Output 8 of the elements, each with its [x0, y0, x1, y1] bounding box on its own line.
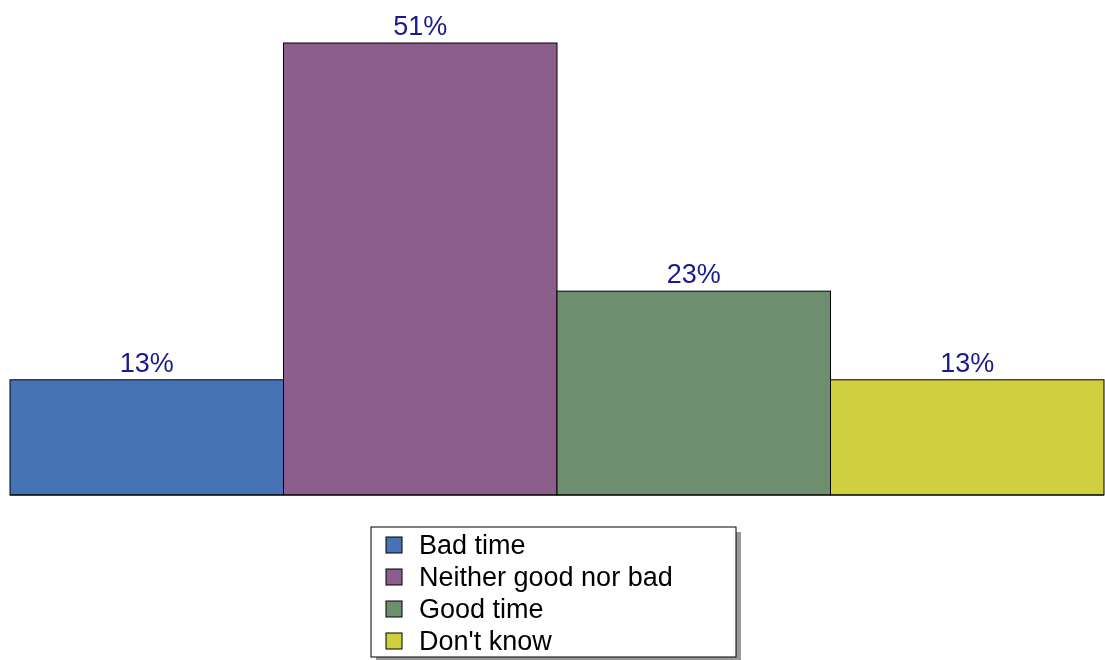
- legend-label: Bad time: [419, 530, 526, 560]
- legend-label: Neither good nor bad: [419, 562, 673, 592]
- legend-label: Good time: [419, 594, 544, 624]
- legend-label: Don't know: [419, 626, 553, 656]
- data-label: 13%: [940, 347, 995, 378]
- data-label: 23%: [666, 259, 721, 290]
- data-label: 13%: [119, 347, 174, 378]
- data-label: 51%: [393, 11, 448, 41]
